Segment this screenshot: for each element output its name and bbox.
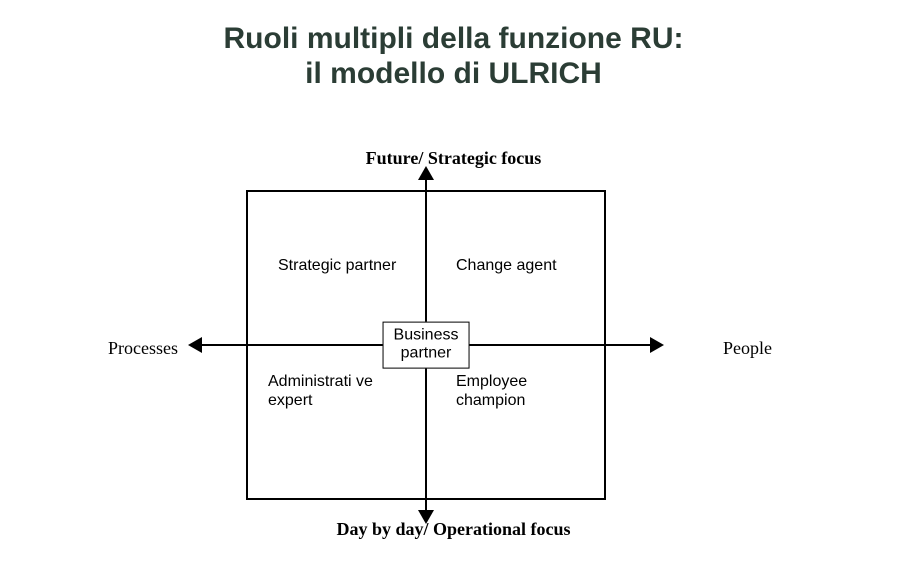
axis-label-right: People xyxy=(723,338,772,359)
center-label-line-2: partner xyxy=(394,345,459,363)
quadrant-bottom-right: Employee champion xyxy=(456,372,566,410)
quadrant-bottom-left: Administrati ve expert xyxy=(268,372,398,410)
ulrich-quadrant-diagram: Future/ Strategic focus Day by day/ Oper… xyxy=(0,130,907,550)
arrow-up-icon xyxy=(418,166,434,180)
title-line-1: Ruoli multipli della funzione RU: xyxy=(0,22,907,57)
quadrant-box: Strategic partner Change agent Administr… xyxy=(246,190,606,500)
arrow-down-icon xyxy=(418,510,434,524)
quadrant-top-right: Change agent xyxy=(456,256,566,275)
arrow-right-icon xyxy=(650,337,664,353)
axis-label-bottom: Day by day/ Operational focus xyxy=(0,519,907,540)
center-label-line-1: Business xyxy=(394,327,459,345)
arrow-left-icon xyxy=(188,337,202,353)
axis-label-left: Processes xyxy=(108,338,178,359)
page-title: Ruoli multipli della funzione RU: il mod… xyxy=(0,0,907,91)
axis-label-top: Future/ Strategic focus xyxy=(0,148,907,169)
quadrant-top-left: Strategic partner xyxy=(278,256,398,275)
center-label-box: Business partner xyxy=(383,322,470,369)
title-line-2: il modello di ULRICH xyxy=(0,57,907,92)
